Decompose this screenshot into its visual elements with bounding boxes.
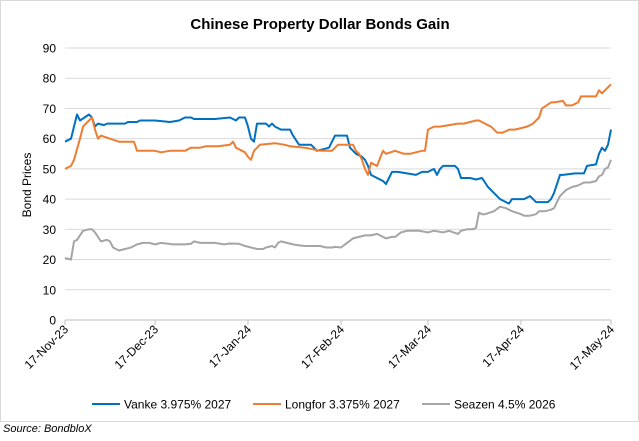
y-tick-label: 30: [43, 223, 57, 237]
chart-frame: [0, 0, 639, 422]
x-tick-label: 17-Nov-23: [22, 322, 72, 372]
y-tick-label: 20: [43, 253, 57, 267]
x-axis: 17-Nov-23 17-Dec-23 17-Jan-24 17-Feb-24 17-M…: [22, 320, 618, 373]
y-tick-label: 10: [43, 283, 57, 297]
y-tick-label: 60: [43, 132, 57, 146]
chart-title: Chinese Property Dollar Bonds Gain: [190, 16, 449, 33]
y-axis-label: Bond Prices: [20, 153, 34, 218]
gridlines: [65, 47, 611, 321]
x-tick-label: 17-May-24: [567, 322, 618, 373]
y-tick-label: 0: [49, 314, 56, 328]
legend-label-2: Longfor 3.375% 2027: [285, 398, 400, 412]
y-tick-label: 80: [43, 72, 57, 86]
series-line-1: [64, 113, 612, 205]
legend-label-1: Vanke 3.975% 2027: [124, 398, 232, 412]
series-lines: [64, 83, 612, 261]
x-tick-label: 17-Feb-24: [298, 322, 347, 371]
series-line-3: [64, 159, 612, 261]
y-axis: 0 10 20 30 40 50 60 70 80 90: [43, 42, 57, 328]
x-tick-label: 17-Dec-23: [112, 322, 162, 372]
source-note: Source: BondbloX: [3, 423, 92, 435]
series-line-2: [64, 83, 612, 176]
y-tick-label: 70: [43, 102, 57, 116]
x-tick-label: 17-Jan-24: [206, 322, 254, 370]
y-tick-label: 90: [43, 42, 57, 56]
x-tick-label: 17-Mar-24: [385, 322, 434, 371]
legend-label-3: Seazen 4.5% 2026: [454, 398, 556, 412]
y-tick-label: 50: [43, 162, 57, 176]
legend: Vanke 3.975% 2027 Longfor 3.375% 2027 Seaz…: [92, 398, 556, 412]
x-tick-label: 17-Apr-24: [479, 322, 527, 370]
y-tick-label: 40: [43, 193, 57, 207]
